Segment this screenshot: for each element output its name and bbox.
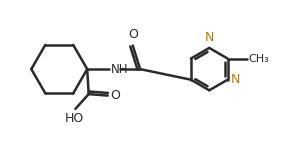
Text: NH: NH bbox=[111, 63, 129, 76]
Text: CH₃: CH₃ bbox=[248, 54, 269, 64]
Text: N: N bbox=[231, 73, 240, 86]
Text: HO: HO bbox=[64, 112, 83, 125]
Text: O: O bbox=[110, 89, 120, 102]
Text: N: N bbox=[204, 31, 214, 44]
Text: O: O bbox=[128, 28, 138, 41]
